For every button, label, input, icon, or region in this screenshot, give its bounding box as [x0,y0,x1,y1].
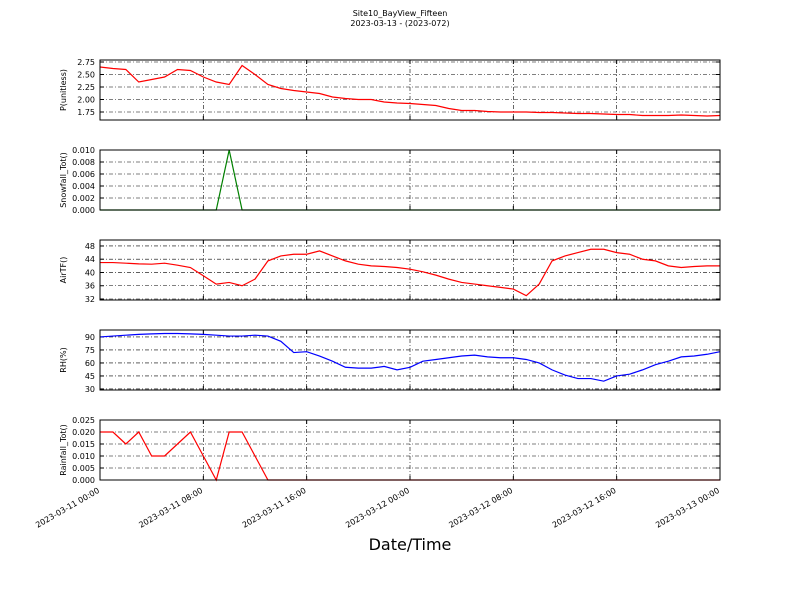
x-tick-label: 2023-03-11 00:00 [34,486,101,530]
plot-frame [99,329,721,391]
y-tick-label: 0.025 [72,416,95,425]
data-line [99,332,721,382]
plot-frame [99,59,721,121]
y-axis-label: RH(%) [59,347,68,372]
y-tick-label: 0.002 [72,194,95,203]
y-tick-label: 60 [85,359,95,368]
y-tick-label: 36 [85,282,95,291]
x-tick-label: 2023-03-13 00:00 [654,486,721,530]
plot-frame [99,149,721,211]
y-tick-label: 32 [85,295,95,304]
y-tick-label: 2.25 [77,83,95,92]
x-tick-label: 2023-03-12 00:00 [344,486,411,530]
y-tick-label: 0.010 [72,452,95,461]
y-tick-label: 48 [85,242,95,251]
y-tick-label: 0.008 [72,158,95,167]
y-tick-label: 0.020 [72,428,95,437]
x-axis-label: Date/Time [369,535,452,554]
x-tick-label: 2023-03-12 08:00 [447,486,514,530]
y-tick-label: 40 [85,268,95,277]
y-tick-label: 0.005 [72,464,95,473]
y-tick-label: 0.015 [72,440,95,449]
data-line [100,248,720,297]
chart-subtitle: 2023-03-13 - (2023-072) [350,19,449,28]
y-tick-label: 75 [85,346,95,355]
y-tick-label: 44 [85,255,95,264]
y-axis-label: AirTF() [59,257,68,284]
y-axis-label: Snowfall_Tot() [59,152,68,208]
y-axis-label: P(unitless) [59,69,68,111]
y-tick-label: 45 [85,372,95,381]
plot-frame [99,239,721,301]
y-tick-label: 2.50 [77,71,95,80]
y-axis-label: Rainfall_Tot() [59,424,68,476]
y-tick-label: 0.010 [72,146,95,155]
x-tick-label: 2023-03-11 08:00 [137,486,204,530]
plot-frame [99,419,721,481]
data-line [99,64,721,117]
y-tick-label: 0.006 [72,170,95,179]
y-tick-label: 1.75 [77,108,95,117]
chart-title: Site10_BayView_Fifteen [353,9,448,18]
y-tick-label: 0.004 [72,182,95,191]
x-tick-label: 2023-03-12 16:00 [551,486,618,530]
y-tick-label: 2.75 [77,58,95,67]
y-tick-label: 0.000 [72,206,95,215]
y-tick-label: 30 [85,385,95,394]
y-tick-label: 2.00 [77,96,95,105]
x-tick-label: 2023-03-11 16:00 [241,486,308,530]
y-tick-label: 90 [85,333,95,342]
y-tick-label: 0.000 [72,476,95,485]
